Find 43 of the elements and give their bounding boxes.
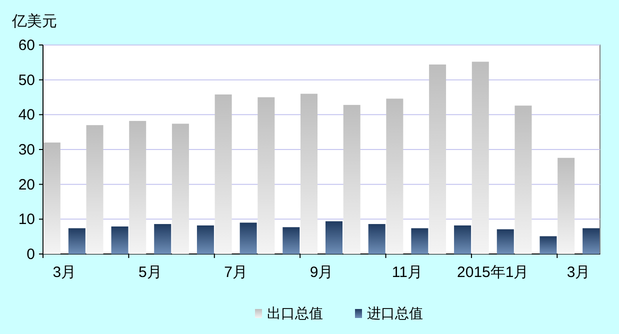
x-tick-label: 5月	[138, 264, 162, 281]
bar	[411, 228, 428, 254]
y-tick-label: 60	[18, 37, 35, 54]
y-tick-label: 0	[26, 246, 35, 263]
bar	[343, 104, 360, 254]
x-tick-label: 3月	[52, 264, 76, 281]
y-tick-label: 20	[18, 176, 35, 194]
bar	[214, 94, 232, 254]
bar	[368, 224, 386, 254]
x-tick-label: 3月	[566, 264, 590, 281]
bar	[472, 62, 489, 254]
bar	[111, 226, 128, 254]
bar	[68, 228, 86, 254]
x-tick-label: 11月	[392, 264, 422, 281]
x-tick-label: 9月	[310, 264, 334, 281]
bar	[429, 64, 446, 254]
bar	[282, 227, 300, 254]
y-tick-label: 50	[18, 72, 35, 89]
bar	[240, 222, 257, 254]
bar	[172, 124, 189, 254]
legend-label: 进口总值	[367, 305, 423, 321]
bar	[514, 106, 532, 254]
bar	[196, 225, 214, 254]
bar	[258, 97, 275, 254]
x-tick-label: 2015年1月	[457, 264, 529, 281]
bar	[86, 125, 104, 254]
bar	[300, 94, 318, 254]
y-axis-title: 亿美元	[11, 13, 57, 30]
y-tick-label: 10	[18, 211, 35, 228]
bar	[326, 221, 342, 254]
y-tick-label: 40	[18, 106, 35, 124]
bar	[496, 229, 514, 254]
legend-label: 出口总值	[267, 305, 323, 321]
bar	[386, 98, 404, 254]
x-tick-label: 7月	[224, 264, 248, 281]
bar	[540, 236, 557, 254]
y-tick-label: 30	[18, 142, 35, 158]
bar	[43, 142, 60, 254]
bar	[129, 120, 146, 254]
bar	[154, 224, 172, 254]
bar	[454, 225, 472, 254]
bar	[558, 158, 575, 254]
bar	[582, 228, 600, 254]
